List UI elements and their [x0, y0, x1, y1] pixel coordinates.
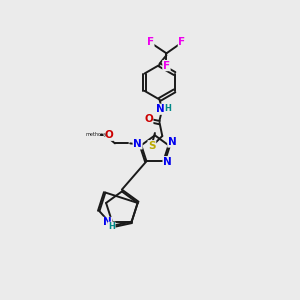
- Text: S: S: [148, 141, 156, 151]
- Text: H: H: [164, 103, 171, 112]
- Text: N: N: [168, 137, 177, 147]
- Text: O: O: [104, 130, 113, 140]
- Text: F: F: [178, 38, 185, 47]
- Text: H: H: [108, 222, 115, 231]
- Text: N: N: [156, 104, 165, 114]
- Text: methoxy: methoxy: [86, 132, 107, 137]
- Text: O: O: [144, 114, 153, 124]
- Text: N: N: [133, 139, 142, 149]
- Text: F: F: [163, 61, 170, 70]
- Text: N: N: [163, 157, 172, 167]
- Text: N: N: [103, 218, 112, 227]
- Text: F: F: [147, 38, 154, 47]
